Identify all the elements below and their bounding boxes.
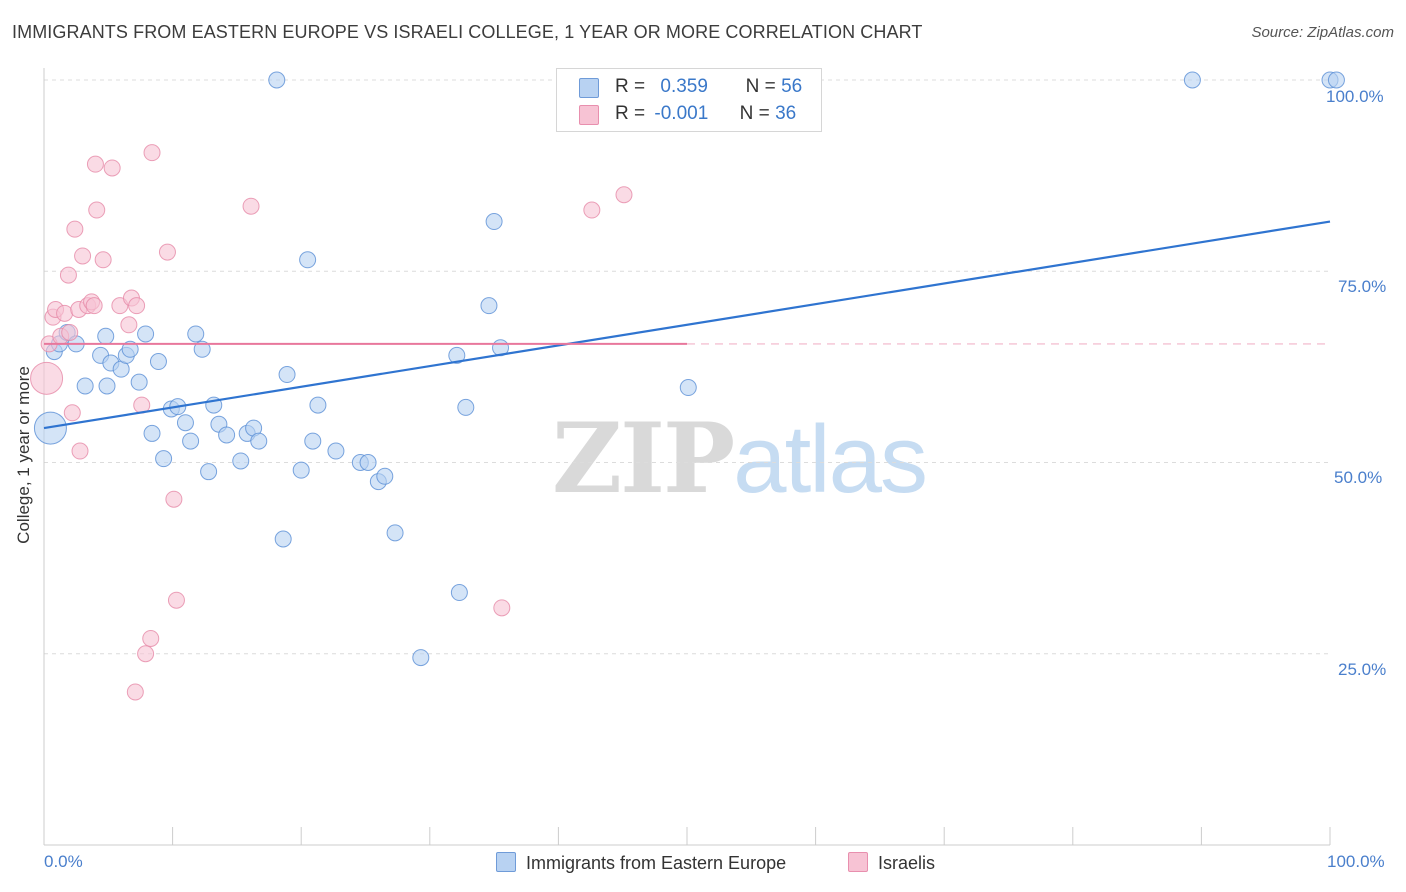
point-eastern-europe-35	[292, 461, 310, 479]
point-israelis-23	[126, 683, 144, 701]
point-eastern-europe-8	[98, 377, 116, 395]
point-israelis-26	[137, 645, 155, 663]
point-eastern-europe-22	[187, 325, 205, 343]
legend-swatch-pink	[579, 105, 599, 125]
point-israelis-27	[142, 629, 160, 647]
point-israelis-0	[30, 361, 64, 395]
watermark-atlas: atlas	[733, 406, 928, 513]
point-israelis-19	[103, 159, 121, 177]
point-eastern-europe-14	[137, 325, 155, 343]
point-eastern-europe-41	[359, 454, 377, 471]
point-israelis-34	[583, 201, 601, 219]
point-eastern-europe-46	[448, 346, 466, 364]
point-eastern-europe-47	[450, 584, 468, 602]
point-eastern-europe-52	[679, 379, 697, 397]
y-tick-label-25: 25.0%	[1338, 660, 1387, 679]
y-tick-label-75: 75.0%	[1338, 277, 1387, 296]
legend-n-label: N =	[745, 76, 776, 97]
point-eastern-europe-48	[457, 398, 475, 416]
point-eastern-europe-28	[232, 452, 250, 470]
point-israelis-8	[63, 404, 81, 422]
x-tick-label-min: 0.0%	[44, 852, 83, 871]
point-eastern-europe-5	[76, 377, 94, 395]
point-israelis-32	[242, 197, 260, 215]
point-eastern-europe-27	[218, 426, 236, 444]
point-eastern-europe-32	[268, 71, 286, 89]
point-eastern-europe-21	[182, 432, 200, 450]
chart-title: IMMIGRANTS FROM EASTERN EUROPE VS ISRAEL…	[12, 22, 923, 42]
legend-n-value-pink: 36	[775, 103, 797, 124]
point-eastern-europe-49	[485, 213, 503, 231]
point-eastern-europe-33	[274, 530, 292, 548]
point-eastern-europe-45	[412, 649, 430, 667]
y-tick-label-100: 100.0%	[1326, 87, 1384, 106]
bottom-legend-item-blue: Immigrants from Eastern Europe	[496, 852, 786, 878]
legend-n-label: N =	[739, 103, 770, 124]
point-israelis-6	[59, 266, 77, 284]
point-eastern-europe-44	[386, 524, 404, 542]
point-israelis-17	[88, 201, 106, 219]
point-israelis-12	[74, 247, 92, 265]
y-tick-label-50: 50.0%	[1334, 468, 1383, 487]
point-eastern-europe-39	[327, 442, 345, 460]
legend-r-value-blue: 0.359	[660, 76, 708, 97]
point-eastern-europe-43	[376, 467, 394, 485]
point-eastern-europe-37	[304, 432, 322, 450]
bottom-legend-label-pink: Israelis	[878, 853, 936, 873]
source-credit: Source: ZipAtlas.com	[1251, 24, 1394, 41]
point-eastern-europe-13	[130, 373, 148, 391]
legend-r-value-pink: -0.001	[654, 103, 709, 124]
point-israelis-29	[158, 243, 176, 261]
point-israelis-28	[143, 144, 161, 162]
point-eastern-europe-31	[250, 432, 268, 450]
point-eastern-europe-16	[149, 353, 167, 371]
point-israelis-11	[71, 442, 89, 460]
point-eastern-europe-23	[193, 340, 211, 358]
point-eastern-europe-38	[309, 396, 327, 414]
point-eastern-europe-7	[97, 327, 115, 345]
legend-swatch-blue	[579, 78, 599, 98]
point-eastern-europe-53	[1183, 71, 1201, 89]
point-israelis-24	[128, 297, 146, 315]
watermark-zip: ZIP	[552, 402, 735, 515]
legend-r-label: R =	[615, 76, 646, 97]
point-eastern-europe-15	[143, 424, 161, 442]
point-israelis-35	[615, 186, 633, 204]
point-israelis-30	[165, 490, 183, 508]
point-israelis-33	[493, 599, 511, 617]
point-israelis-31	[167, 591, 185, 609]
bottom-legend-item-pink: Israelis	[848, 852, 935, 878]
trend-line-eastern-europe	[43, 220, 1331, 430]
point-eastern-europe-55	[1327, 71, 1345, 89]
point-eastern-europe-17	[155, 450, 173, 468]
stats-legend: R = 0.359 N = 56 R = -0.001 N = 36	[556, 68, 822, 132]
legend-n-value-blue: 56	[781, 76, 803, 97]
point-israelis-16	[86, 155, 104, 173]
point-eastern-europe-24	[200, 463, 218, 481]
point-eastern-europe-20	[176, 414, 194, 432]
point-israelis-15	[85, 297, 103, 315]
point-eastern-europe-12	[121, 340, 139, 358]
point-eastern-europe-34	[278, 366, 296, 384]
point-israelis-21	[120, 316, 138, 334]
legend-r-label: R =	[615, 103, 646, 124]
point-israelis-9	[66, 220, 84, 238]
y-axis-label: College, 1 year or more	[14, 366, 33, 544]
x-tick-label-max: 100.0%	[1327, 852, 1385, 871]
point-eastern-europe-36	[299, 251, 317, 269]
watermark: ZIPatlas	[552, 402, 928, 515]
bottom-legend-swatch-pink	[848, 852, 868, 872]
bottom-legend-swatch-blue	[496, 852, 516, 872]
bottom-legend-label-blue: Immigrants from Eastern Europe	[526, 853, 787, 873]
point-israelis-5	[56, 304, 74, 322]
point-israelis-18	[94, 251, 112, 269]
point-eastern-europe-50	[480, 297, 498, 315]
point-israelis-7	[61, 323, 79, 341]
